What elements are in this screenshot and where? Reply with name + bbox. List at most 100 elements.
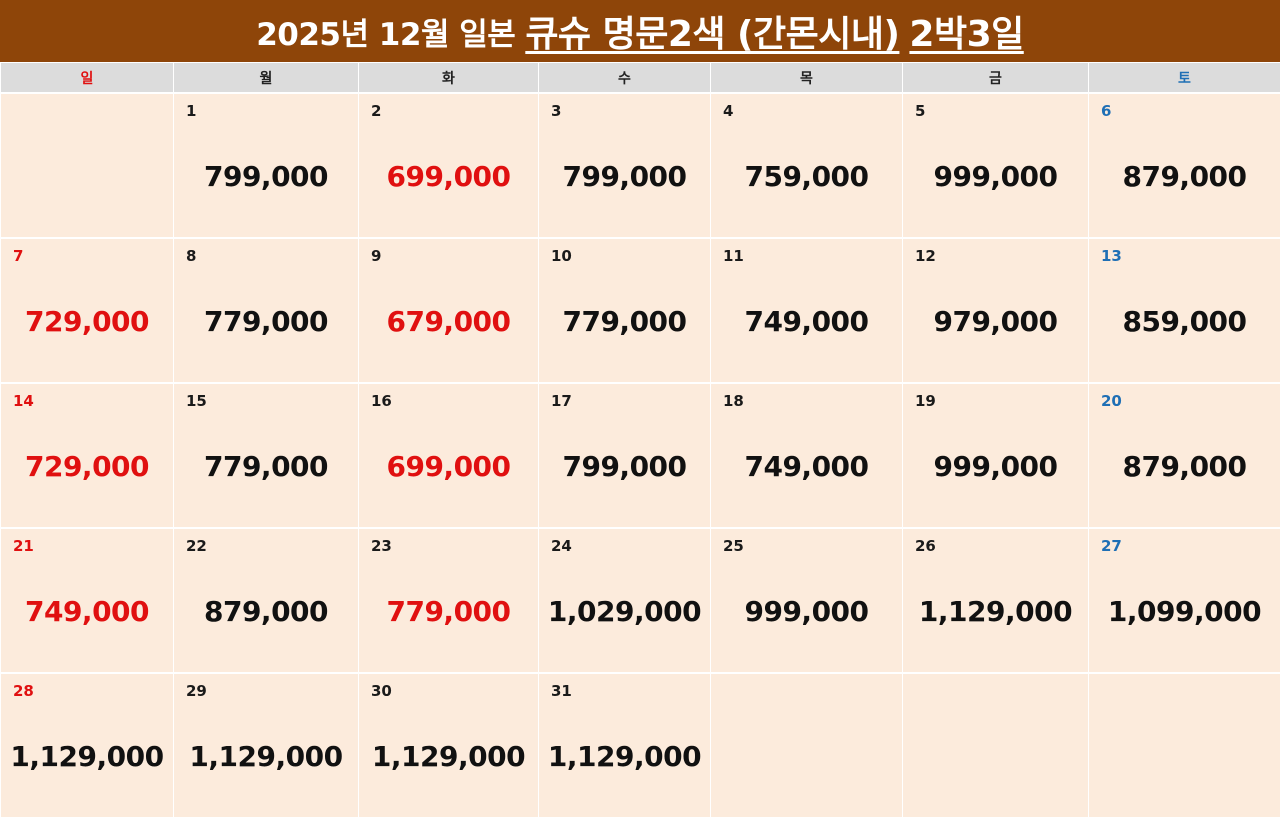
day-cell[interactable]: 7 729,000 xyxy=(1,238,174,383)
weekday-wed: 수 xyxy=(539,63,711,94)
day-number: 26 xyxy=(915,537,936,555)
day-number: 11 xyxy=(723,247,744,265)
day-number: 22 xyxy=(186,537,207,555)
day-cell[interactable]: 10 779,000 xyxy=(539,238,711,383)
day-number: 14 xyxy=(13,392,34,410)
weekday-header-row: 일 월 화 수 목 금 토 xyxy=(1,63,1280,94)
day-cell[interactable]: 28 1,129,000 xyxy=(1,673,174,818)
price-label: 759,000 xyxy=(711,160,902,193)
day-number: 30 xyxy=(371,682,392,700)
price-label: 1,129,000 xyxy=(174,740,358,773)
weekday-tue: 화 xyxy=(359,63,539,94)
price-label: 729,000 xyxy=(1,305,173,338)
price-label: 999,000 xyxy=(903,160,1088,193)
day-cell[interactable]: 25 999,000 xyxy=(711,528,903,673)
day-number: 21 xyxy=(13,537,34,555)
price-label: 1,129,000 xyxy=(1,740,173,773)
price-label: 859,000 xyxy=(1089,305,1280,338)
day-number: 23 xyxy=(371,537,392,555)
price-label: 779,000 xyxy=(539,305,710,338)
price-label: 799,000 xyxy=(174,160,358,193)
day-number: 15 xyxy=(186,392,207,410)
day-cell[interactable]: 22 879,000 xyxy=(174,528,359,673)
price-label: 879,000 xyxy=(1089,450,1280,483)
title-suffix: 2박3일 xyxy=(909,5,1023,57)
day-cell[interactable]: 9 679,000 xyxy=(359,238,539,383)
price-label: 799,000 xyxy=(539,160,710,193)
day-cell[interactable]: 13 859,000 xyxy=(1089,238,1280,383)
price-label: 729,000 xyxy=(1,450,173,483)
price-label: 799,000 xyxy=(539,450,710,483)
day-number: 24 xyxy=(551,537,572,555)
day-cell[interactable]: 26 1,129,000 xyxy=(903,528,1089,673)
day-cell[interactable]: 29 1,129,000 xyxy=(174,673,359,818)
day-number: 27 xyxy=(1101,537,1122,555)
title-prefix: 2025년 12월 일본 xyxy=(256,9,515,54)
price-label: 999,000 xyxy=(903,450,1088,483)
day-cell[interactable]: 2 699,000 xyxy=(359,93,539,238)
day-cell[interactable]: 19 999,000 xyxy=(903,383,1089,528)
price-label: 979,000 xyxy=(903,305,1088,338)
price-label: 1,129,000 xyxy=(539,740,710,773)
day-cell[interactable]: 6 879,000 xyxy=(1089,93,1280,238)
empty-cell xyxy=(1,93,174,238)
price-label: 779,000 xyxy=(359,595,538,628)
weekday-thu: 목 xyxy=(711,63,903,94)
weekday-sun: 일 xyxy=(1,63,174,94)
day-cell[interactable]: 31 1,129,000 xyxy=(539,673,711,818)
day-cell[interactable]: 30 1,129,000 xyxy=(359,673,539,818)
price-label: 779,000 xyxy=(174,450,358,483)
price-label: 1,129,000 xyxy=(359,740,538,773)
day-number: 18 xyxy=(723,392,744,410)
day-number: 4 xyxy=(723,102,733,120)
price-label: 1,099,000 xyxy=(1089,595,1280,628)
day-number: 28 xyxy=(13,682,34,700)
day-cell[interactable]: 4 759,000 xyxy=(711,93,903,238)
day-number: 3 xyxy=(551,102,561,120)
day-number: 19 xyxy=(915,392,936,410)
day-number: 10 xyxy=(551,247,572,265)
price-label: 879,000 xyxy=(1089,160,1280,193)
day-number: 13 xyxy=(1101,247,1122,265)
day-number: 7 xyxy=(13,247,23,265)
day-number: 2 xyxy=(371,102,381,120)
empty-cell xyxy=(711,673,903,818)
day-cell[interactable]: 15 779,000 xyxy=(174,383,359,528)
day-number: 6 xyxy=(1101,102,1111,120)
day-cell[interactable]: 8 779,000 xyxy=(174,238,359,383)
day-number: 25 xyxy=(723,537,744,555)
day-cell[interactable]: 24 1,029,000 xyxy=(539,528,711,673)
day-cell[interactable]: 23 779,000 xyxy=(359,528,539,673)
price-label: 999,000 xyxy=(711,595,902,628)
price-label: 779,000 xyxy=(174,305,358,338)
price-label: 1,129,000 xyxy=(903,595,1088,628)
day-cell[interactable]: 3 799,000 xyxy=(539,93,711,238)
empty-cell xyxy=(1089,673,1280,818)
day-number: 9 xyxy=(371,247,381,265)
price-label: 679,000 xyxy=(359,305,538,338)
title-main: 큐슈 명문2색 (간몬시내) xyxy=(525,5,899,57)
day-number: 31 xyxy=(551,682,572,700)
price-label: 1,029,000 xyxy=(539,595,710,628)
day-cell[interactable]: 14 729,000 xyxy=(1,383,174,528)
day-number: 29 xyxy=(186,682,207,700)
price-label: 879,000 xyxy=(174,595,358,628)
day-cell[interactable]: 18 749,000 xyxy=(711,383,903,528)
day-number: 16 xyxy=(371,392,392,410)
day-number: 8 xyxy=(186,247,196,265)
day-cell[interactable]: 27 1,099,000 xyxy=(1089,528,1280,673)
price-label: 699,000 xyxy=(359,160,538,193)
price-label: 749,000 xyxy=(711,450,902,483)
empty-cell xyxy=(903,673,1089,818)
